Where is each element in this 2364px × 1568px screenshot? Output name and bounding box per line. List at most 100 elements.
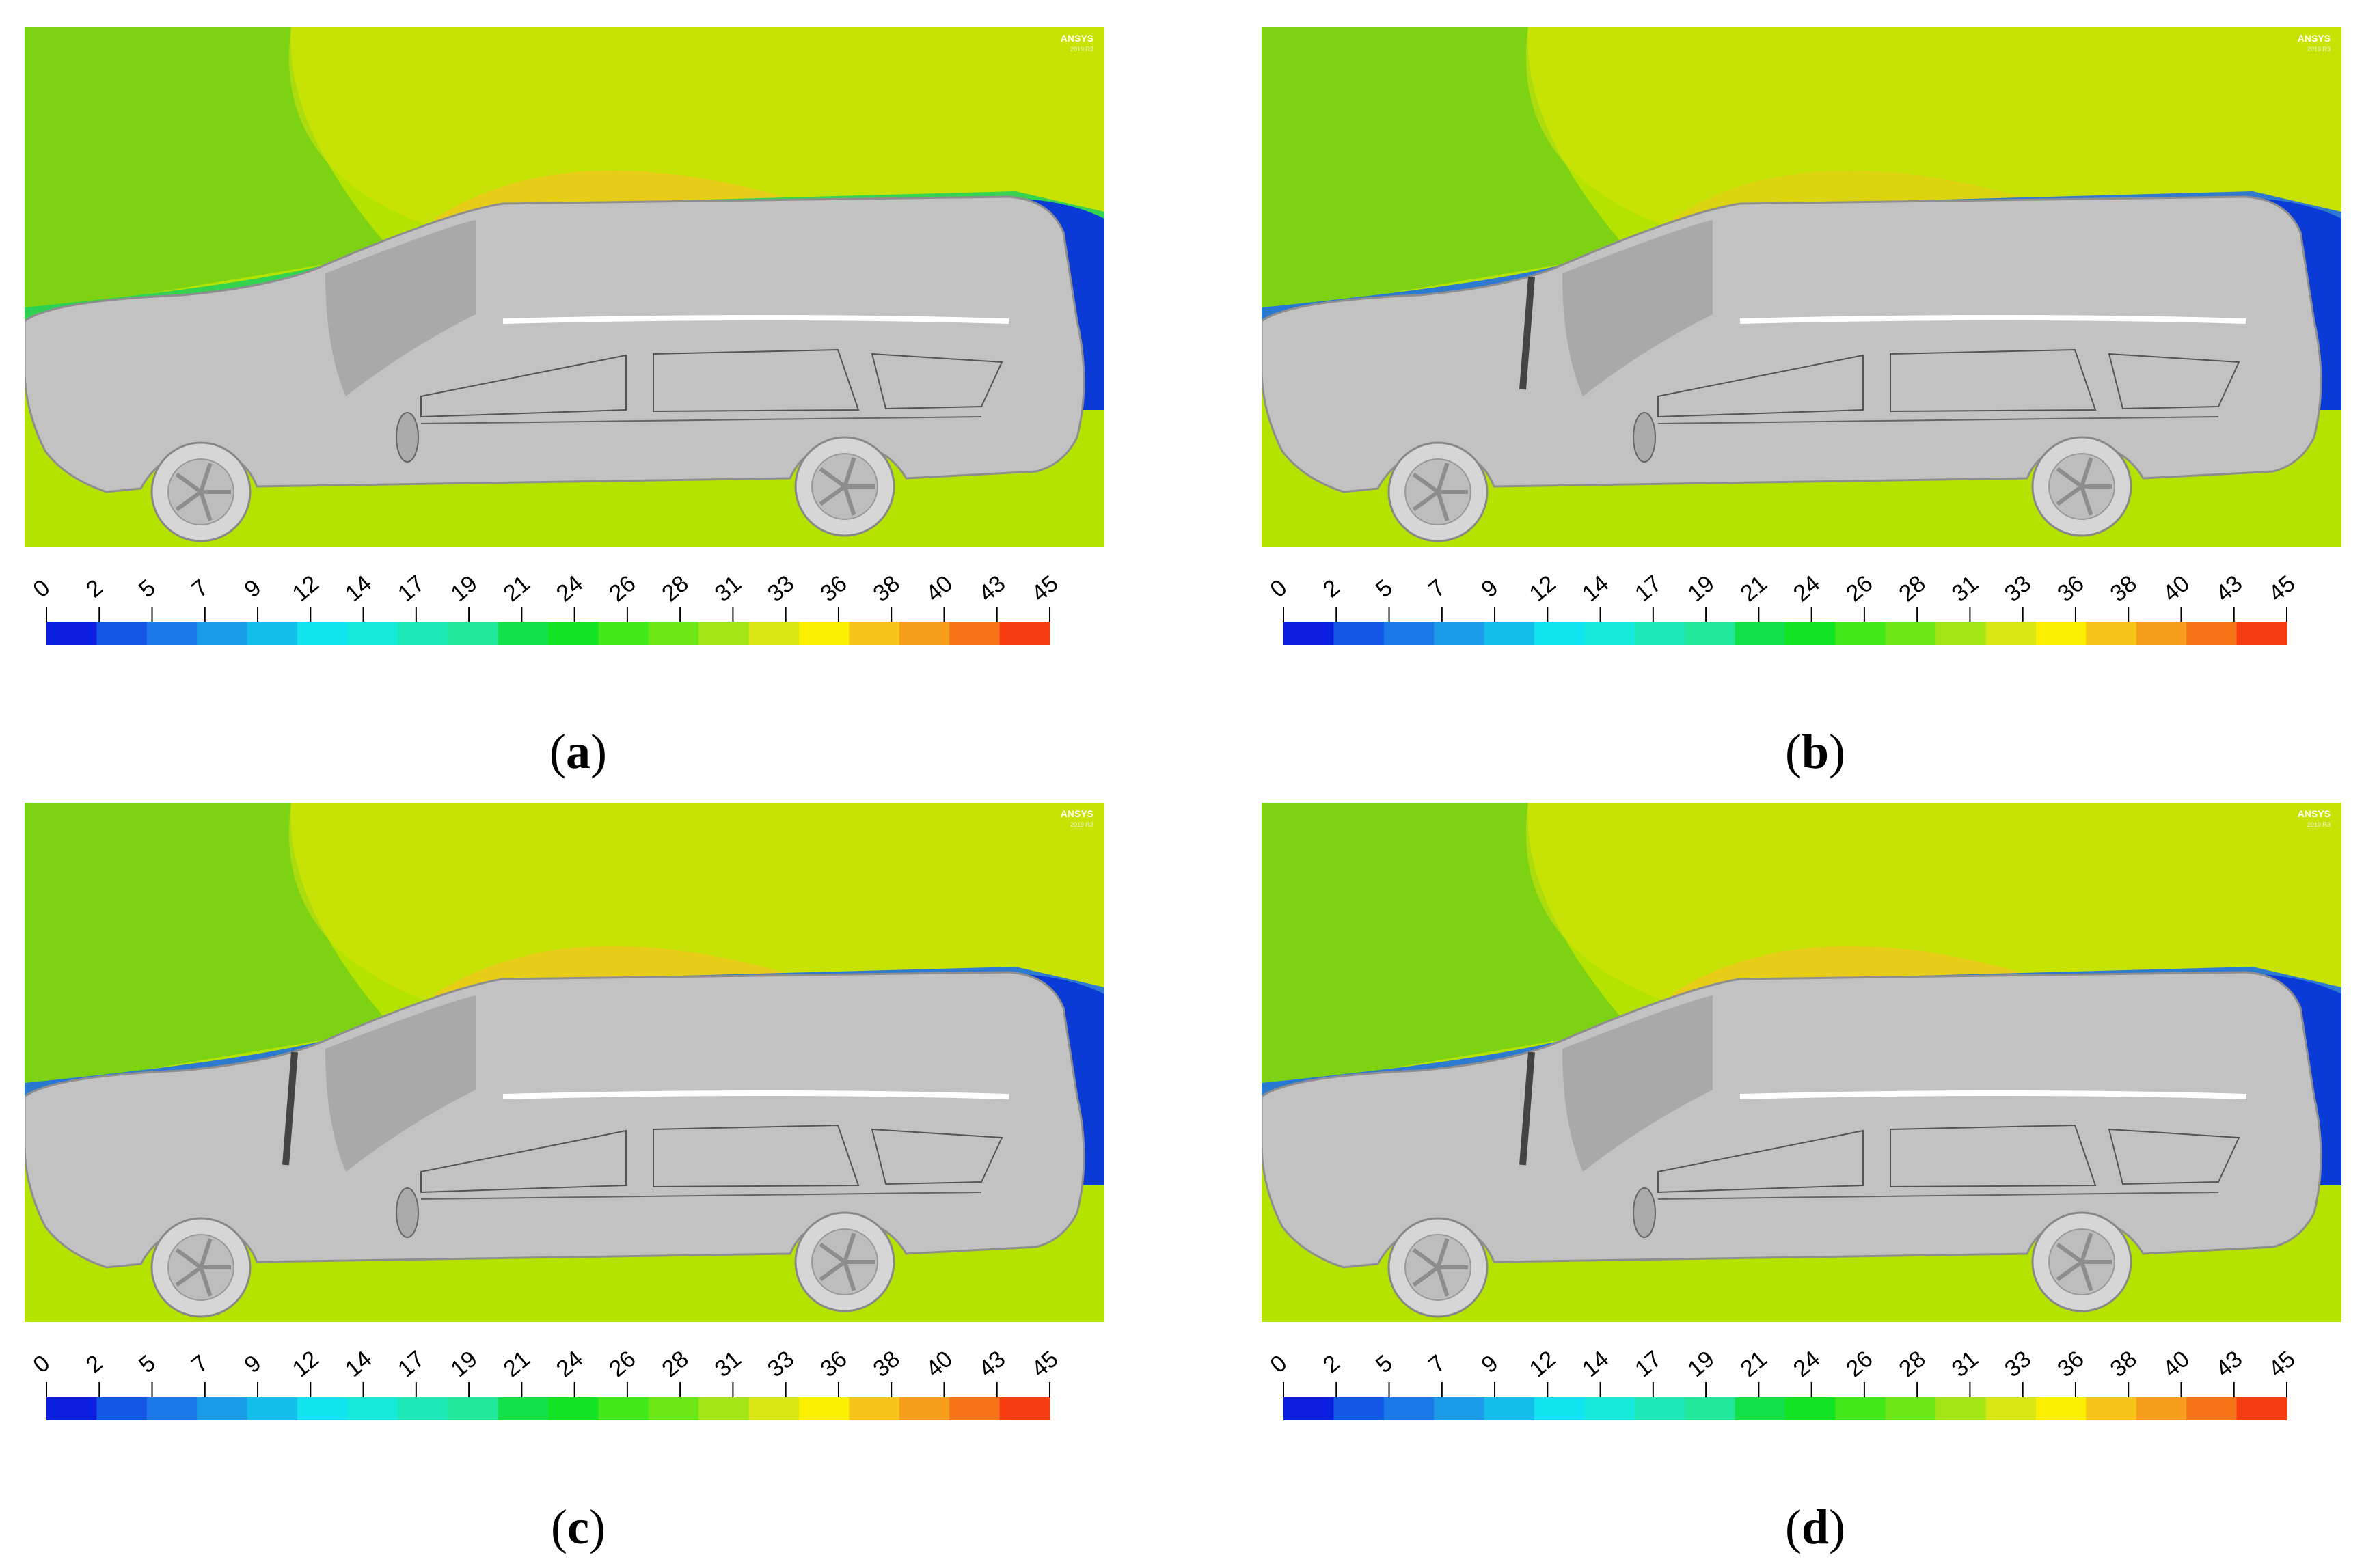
- colorbar-segment: [999, 622, 1050, 645]
- roof-rail: [1739, 1090, 2246, 1099]
- colorbar-segment: [598, 1397, 649, 1420]
- colorbar-tick-label: 0: [28, 575, 55, 603]
- colorbar-tick-label: 0: [1265, 575, 1292, 603]
- colorbar-segment: [1333, 622, 1385, 645]
- colorbar-tick-label: 28: [1894, 570, 1930, 607]
- colorbar-segment: [698, 1397, 750, 1420]
- colorbar-tick-label: 26: [604, 570, 640, 607]
- door-line: [1657, 416, 2219, 424]
- colorbar-tick-label: 24: [1789, 570, 1825, 607]
- colorbar-tick-label: 43: [974, 1346, 1010, 1382]
- colorbar: 0 2 5 7 9 12 14 17 19 21 24 26 28 31 33 36 38 40 43 45: [28, 1346, 1063, 1420]
- colorbar-tick-label: 21: [1736, 570, 1772, 607]
- colorbar-segment: [1383, 622, 1435, 645]
- rear-window: [1890, 1124, 2097, 1188]
- panel-a: ANSYS 2019 R3 0 2 5 7 9 12 14 17 19 21 24 26 28 31 33 36 3…: [25, 27, 1132, 779]
- colorbar-tick-label: 24: [552, 570, 588, 607]
- colorbar-tick-label: 31: [710, 570, 746, 607]
- front-wheel: [150, 441, 252, 542]
- colorbar-tick-label: 45: [2264, 1346, 2300, 1382]
- colorbar-segment: [247, 622, 298, 645]
- colorbar-tick-label: 43: [974, 570, 1010, 607]
- colorbar-segment: [448, 622, 499, 645]
- watermark-brand: ANSYS: [2297, 808, 2331, 819]
- colorbar-tick-label: 9: [1477, 1350, 1504, 1378]
- colorbar-segment: [648, 622, 699, 645]
- colorbar-segment: [146, 622, 198, 645]
- door-line: [420, 416, 982, 424]
- panel-d: ANSYS 2019 R3 0 2 5 7 9 12 14 17 19 21 24 26 28 31 33 36 3…: [1262, 803, 2364, 1554]
- colorbar-tick-label: 17: [393, 570, 429, 607]
- colorbar-segment: [347, 622, 398, 645]
- colorbar-tick-label: 12: [1525, 1346, 1561, 1382]
- colorbar-segment: [1935, 622, 1987, 645]
- colorbar-segment: [849, 622, 900, 645]
- front-wheel: [1387, 441, 1489, 542]
- colorbar-segment: [1283, 1397, 1334, 1420]
- colorbar-tick-label: 17: [393, 1346, 429, 1382]
- quarter-window: [871, 1128, 1003, 1185]
- colorbar-tick-label: 12: [1525, 570, 1561, 607]
- panel-caption: (b): [1784, 724, 1845, 779]
- colorbar-segment: [1484, 622, 1535, 645]
- acceleration-region: [288, 27, 1105, 232]
- colorbar-tick-label: 5: [1371, 1350, 1398, 1378]
- colorbar-segment: [1835, 1397, 1886, 1420]
- colorbar-segment: [1333, 1397, 1385, 1420]
- side-mirror: [1633, 412, 1656, 463]
- colorbar-tick-label: 33: [763, 570, 799, 607]
- colorbar-segment: [347, 1397, 398, 1420]
- colorbar-tick-label: 45: [1027, 570, 1063, 607]
- colorbar-segment: [799, 622, 850, 645]
- watermark-brand: ANSYS: [1060, 33, 1093, 44]
- upstream-region: [25, 27, 394, 314]
- colorbar-tick-label: 43: [2211, 1346, 2247, 1382]
- colorbar-segment: [2186, 1397, 2238, 1420]
- colorbar-tick-label: 2: [81, 575, 108, 603]
- colorbar-tick-label: 2: [1318, 1350, 1345, 1378]
- colorbar-segment: [397, 622, 448, 645]
- colorbar-segment: [1383, 1397, 1435, 1420]
- colorbar-segment: [1534, 622, 1585, 645]
- front-wheel: [150, 1217, 252, 1318]
- colorbar-segment: [1634, 1397, 1685, 1420]
- rear-window: [653, 348, 860, 413]
- colorbar-tick-label: 38: [2105, 570, 2141, 607]
- colorbar-segment: [1584, 1397, 1635, 1420]
- rear-window: [653, 1124, 860, 1188]
- colorbar-segment: [1785, 1397, 1836, 1420]
- quarter-window: [871, 353, 1003, 410]
- colorbar-tick-label: 9: [240, 575, 267, 603]
- colorbar-segment: [748, 1397, 800, 1420]
- colorbar-tick-label: 14: [340, 1346, 377, 1382]
- door-line: [1657, 1192, 2219, 1200]
- colorbar-tick-label: 19: [1683, 570, 1719, 607]
- colorbar-tick-label: 38: [868, 570, 904, 607]
- colorbar-tick-label: 7: [187, 1350, 213, 1378]
- colorbar-segment: [96, 1397, 148, 1420]
- colorbar-segment: [949, 622, 1001, 645]
- front-window: [420, 354, 627, 418]
- colorbar-tick-label: 26: [604, 1346, 640, 1382]
- colorbar-tick-label: 33: [2000, 1346, 2036, 1382]
- colorbar-tick-label: 28: [657, 570, 693, 607]
- colorbar-segment: [197, 1397, 248, 1420]
- colorbar-segment: [297, 622, 348, 645]
- colorbar-segment: [1434, 622, 1485, 645]
- quarter-window: [2108, 1128, 2240, 1185]
- watermark-brand: ANSYS: [2297, 33, 2331, 44]
- panel-caption: (a): [549, 724, 607, 779]
- colorbar-segment: [2136, 622, 2187, 645]
- side-mirror: [396, 1187, 419, 1238]
- colorbar-segment: [1935, 1397, 1987, 1420]
- door-line: [420, 1192, 982, 1200]
- ansys-watermark: ANSYS 2019 R3: [2283, 33, 2331, 55]
- colorbar-segment: [1785, 622, 1836, 645]
- colorbar-segment: [247, 1397, 298, 1420]
- colorbar-segment: [548, 622, 599, 645]
- colorbar-tick-label: 33: [763, 1346, 799, 1382]
- windshield: [325, 220, 476, 396]
- colorbar-tick-label: 9: [240, 1350, 267, 1378]
- colorbar-tick-label: 36: [815, 1346, 852, 1382]
- colorbar-tick-label: 17: [1630, 570, 1666, 607]
